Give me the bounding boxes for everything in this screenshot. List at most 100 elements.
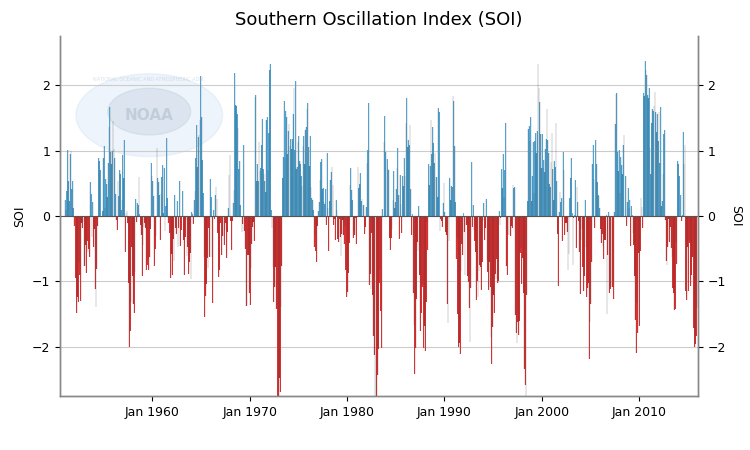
Bar [397, 168, 398, 216]
Bar [576, 216, 577, 248]
Bar [482, 216, 483, 221]
Bar [238, 169, 239, 216]
Bar [654, 106, 655, 216]
Bar [71, 189, 72, 216]
Bar [537, 131, 538, 216]
Bar [103, 158, 104, 216]
Bar [77, 216, 78, 297]
Bar [76, 216, 77, 313]
Bar [237, 113, 238, 216]
Bar [594, 179, 595, 216]
Circle shape [76, 74, 223, 157]
Bar [419, 216, 420, 275]
Bar [121, 210, 122, 216]
Bar [276, 216, 277, 309]
Bar [152, 181, 153, 216]
Bar [210, 179, 211, 216]
Bar [535, 141, 536, 216]
Bar [116, 216, 117, 220]
Bar [546, 139, 547, 216]
Bar [136, 216, 137, 222]
Bar [687, 216, 688, 247]
Bar [649, 88, 650, 216]
Bar [650, 174, 651, 216]
Bar [470, 216, 471, 288]
Bar [322, 188, 323, 216]
Bar [608, 212, 609, 216]
Bar [290, 139, 291, 216]
Bar [88, 216, 89, 249]
Bar [688, 216, 689, 240]
Bar [599, 207, 600, 216]
Bar [558, 216, 559, 286]
Bar [299, 162, 300, 216]
Bar [342, 216, 343, 220]
Bar [578, 216, 579, 221]
Circle shape [108, 88, 190, 135]
Bar [442, 203, 443, 216]
Bar [554, 161, 555, 216]
Bar [143, 216, 144, 226]
Bar [268, 133, 269, 216]
Bar [343, 216, 344, 235]
Bar [272, 216, 273, 267]
Bar [89, 216, 90, 257]
Bar [541, 167, 542, 216]
Bar [313, 210, 314, 216]
Bar [611, 216, 612, 287]
Bar [617, 152, 618, 216]
Bar [486, 199, 487, 216]
Bar [228, 208, 229, 216]
Bar [240, 205, 241, 216]
Bar [422, 216, 423, 284]
Bar [478, 216, 479, 271]
Bar [183, 216, 184, 240]
Bar [142, 216, 143, 245]
Bar [219, 216, 220, 270]
Bar [417, 216, 418, 242]
Bar [192, 214, 193, 216]
Bar [536, 153, 537, 216]
Bar [182, 191, 183, 216]
Bar [189, 216, 190, 262]
Bar [288, 131, 289, 216]
Bar [379, 216, 380, 283]
Bar [260, 168, 261, 216]
Bar [669, 216, 670, 242]
Bar [560, 202, 561, 216]
Bar [251, 216, 252, 244]
Bar [449, 178, 450, 216]
Bar [335, 216, 336, 240]
Bar [415, 216, 416, 374]
Bar [668, 216, 669, 220]
Bar [414, 216, 415, 325]
Bar [241, 216, 242, 217]
Bar [161, 177, 162, 216]
Bar [601, 216, 602, 243]
Bar [371, 216, 372, 233]
Bar [403, 186, 404, 216]
Bar [588, 216, 589, 283]
Bar [392, 200, 393, 216]
Bar [188, 216, 189, 274]
Bar [501, 169, 502, 216]
Bar [162, 165, 163, 216]
Bar [518, 216, 519, 335]
Bar [141, 216, 142, 235]
Bar [64, 200, 66, 216]
Bar [278, 216, 279, 407]
Bar [671, 216, 672, 256]
Bar [476, 216, 477, 300]
Bar [292, 114, 293, 216]
Bar [612, 216, 613, 288]
Bar [380, 216, 381, 311]
Bar [368, 103, 369, 216]
Bar [318, 212, 319, 216]
Bar [481, 216, 482, 290]
Bar [270, 64, 271, 216]
Bar [97, 216, 98, 269]
Bar [356, 216, 357, 244]
Bar [527, 201, 528, 216]
Bar [150, 216, 151, 229]
Text: NOAA: NOAA [124, 108, 174, 123]
